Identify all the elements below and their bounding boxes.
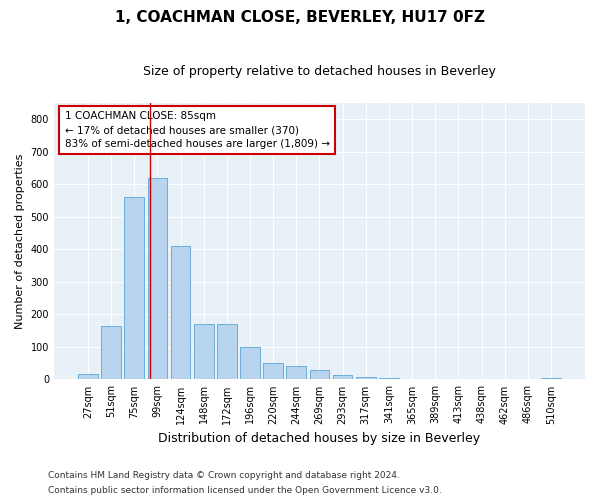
- Bar: [240, 347, 260, 380]
- Bar: [148, 178, 167, 380]
- Bar: [310, 370, 329, 380]
- Bar: [263, 362, 283, 380]
- Y-axis label: Number of detached properties: Number of detached properties: [15, 154, 25, 329]
- Bar: [101, 326, 121, 380]
- Bar: [217, 324, 236, 380]
- Bar: [425, 379, 445, 380]
- Bar: [194, 324, 214, 380]
- Text: Contains HM Land Registry data © Crown copyright and database right 2024.: Contains HM Land Registry data © Crown c…: [48, 471, 400, 480]
- Text: 1, COACHMAN CLOSE, BEVERLEY, HU17 0FZ: 1, COACHMAN CLOSE, BEVERLEY, HU17 0FZ: [115, 10, 485, 25]
- Title: Size of property relative to detached houses in Beverley: Size of property relative to detached ho…: [143, 65, 496, 78]
- Bar: [356, 377, 376, 380]
- Bar: [379, 378, 399, 380]
- Bar: [78, 374, 98, 380]
- Bar: [541, 378, 561, 380]
- Bar: [402, 379, 422, 380]
- X-axis label: Distribution of detached houses by size in Beverley: Distribution of detached houses by size …: [158, 432, 481, 445]
- Text: Contains public sector information licensed under the Open Government Licence v3: Contains public sector information licen…: [48, 486, 442, 495]
- Bar: [333, 375, 352, 380]
- Bar: [286, 366, 306, 380]
- Text: 1 COACHMAN CLOSE: 85sqm
← 17% of detached houses are smaller (370)
83% of semi-d: 1 COACHMAN CLOSE: 85sqm ← 17% of detache…: [65, 111, 329, 149]
- Bar: [170, 246, 190, 380]
- Bar: [124, 197, 144, 380]
